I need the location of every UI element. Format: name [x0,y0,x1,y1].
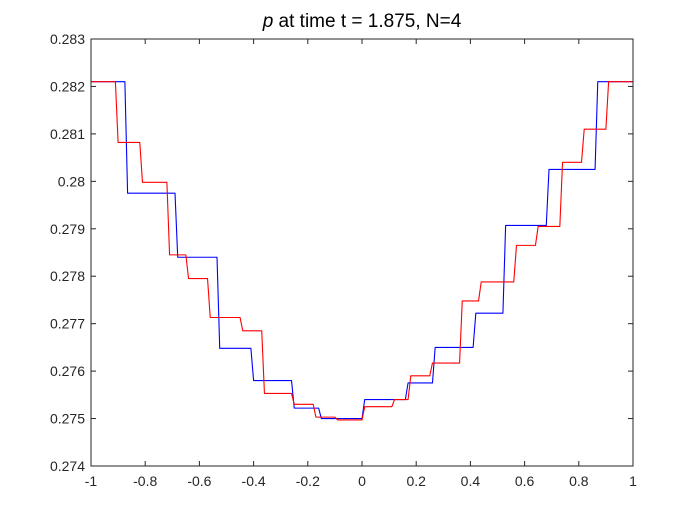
series-layer [91,81,633,421]
y-tick-label: 0.28 [58,173,85,189]
chart-title-italic: p [262,11,274,32]
y-tick-label: 0.281 [50,126,85,142]
x-tick-label: -1 [85,473,98,489]
x-tick-label: 0.2 [406,473,426,489]
chart-title-rest: at time t = 1.875, N=4 [273,11,461,32]
y-tick-label: 0.274 [50,458,85,474]
y-tick-label: 0.282 [50,78,85,94]
plot-area [91,39,633,466]
x-tick-label: -0.2 [296,473,320,489]
y-tick-label: 0.275 [50,411,85,427]
x-tick-label: 0.8 [569,473,589,489]
y-tick-label: 0.278 [50,268,85,284]
x-tick-label: 0 [358,473,366,489]
series-line-1 [91,81,633,420]
x-tick-label: -0.8 [133,473,157,489]
x-tick-label: -0.6 [187,473,211,489]
axes-layer: -1 -0.8 -0.6 -0.4 -0.2 0 0.2 0.4 0.6 0.8 1 0.274 0.2… [50,31,637,489]
y-tick-label: 0.283 [50,31,85,47]
y-tick-label: 0.276 [50,363,85,379]
series-line-2 [91,81,633,421]
x-tick-label: 1 [629,473,637,489]
x-tick-label: 0.6 [515,473,535,489]
x-tick-label: 0.4 [461,473,481,489]
y-tick-label: 0.279 [50,221,85,237]
chart-title: p at time t = 1.875, N=4 [262,11,462,32]
x-tick-label: -0.4 [242,473,266,489]
y-tick-label: 0.277 [50,316,85,332]
